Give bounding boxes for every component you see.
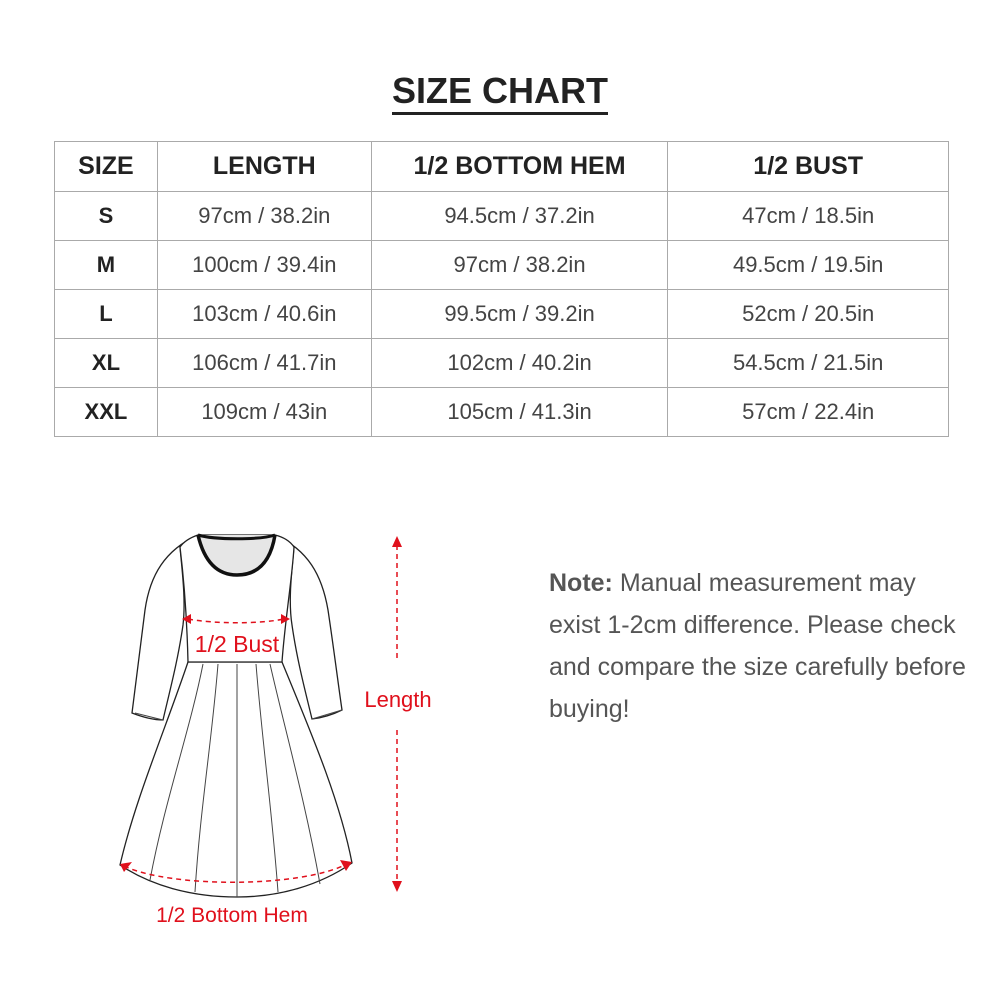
arrow-icon	[392, 881, 402, 892]
length-label: Length	[364, 687, 431, 712]
header-size: SIZE	[54, 141, 158, 192]
arrow-icon	[120, 862, 132, 872]
size-cell: XXL	[54, 387, 158, 437]
bottom-hem-cell: 102cm / 40.2in	[370, 338, 669, 388]
arrow-icon	[182, 614, 191, 624]
size-table: SIZE LENGTH 1/2 BOTTOM HEM 1/2 BUST S 97c…	[54, 141, 949, 437]
table-row: S 97cm / 38.2in 94.5cm / 37.2in 47cm / 18.5…	[54, 191, 949, 241]
length-cell: 109cm / 43in	[156, 387, 372, 437]
dress-right-sleeve	[274, 534, 343, 720]
note-text: Manual measurement may exist 1-2cm diffe…	[549, 569, 966, 723]
hem-measure-line	[123, 863, 348, 883]
bottom-hem-cell: 99.5cm / 39.2in	[370, 289, 669, 339]
table-row: XL 106cm / 41.7in 102cm / 40.2in 54.5cm / 2…	[54, 338, 949, 388]
dress-left-sleeve	[131, 534, 199, 721]
size-cell: L	[54, 289, 158, 339]
length-cell: 100cm / 39.4in	[156, 240, 372, 290]
bust-cell: 47cm / 18.5in	[667, 191, 949, 241]
header-bottom-hem: 1/2 BOTTOM HEM	[370, 141, 669, 192]
arrow-heads	[120, 536, 402, 892]
measurement-note: Note: Manual measurement may exist 1-2cm…	[549, 562, 969, 730]
arrow-icon	[392, 536, 402, 547]
size-cell: XL	[54, 338, 158, 388]
bust-cell: 54.5cm / 21.5in	[667, 338, 949, 388]
bust-measure-line	[187, 618, 285, 624]
bust-cell: 52cm / 20.5in	[667, 289, 949, 339]
size-cell: S	[54, 191, 158, 241]
arrow-icon	[281, 614, 290, 624]
dress-illustration	[119, 533, 353, 898]
measurement-lines	[123, 545, 398, 883]
length-cell: 106cm / 41.7in	[156, 338, 372, 388]
bust-cell: 49.5cm / 19.5in	[667, 240, 949, 290]
table-row: XXL 109cm / 43in 105cm / 41.3in 57cm / 22.4…	[54, 387, 949, 437]
header-bust: 1/2 BUST	[667, 141, 949, 192]
table-row: L 103cm / 40.6in 99.5cm / 39.2in 52cm / 20.…	[54, 289, 949, 339]
bust-cell: 57cm / 22.4in	[667, 387, 949, 437]
bottom-hem-cell: 105cm / 41.3in	[370, 387, 669, 437]
note-label: Note:	[549, 569, 613, 597]
arrow-icon	[340, 860, 352, 871]
page-title: SIZE CHART	[0, 70, 1000, 115]
hem-label: 1/2 Bottom Hem	[156, 904, 308, 927]
length-cell: 97cm / 38.2in	[156, 191, 372, 241]
bottom-hem-cell: 94.5cm / 37.2in	[370, 191, 669, 241]
dress-neck-inner	[198, 535, 275, 575]
bust-label: 1/2 Bust	[195, 631, 280, 657]
dress-neckline	[196, 534, 277, 577]
length-cell: 103cm / 40.6in	[156, 289, 372, 339]
